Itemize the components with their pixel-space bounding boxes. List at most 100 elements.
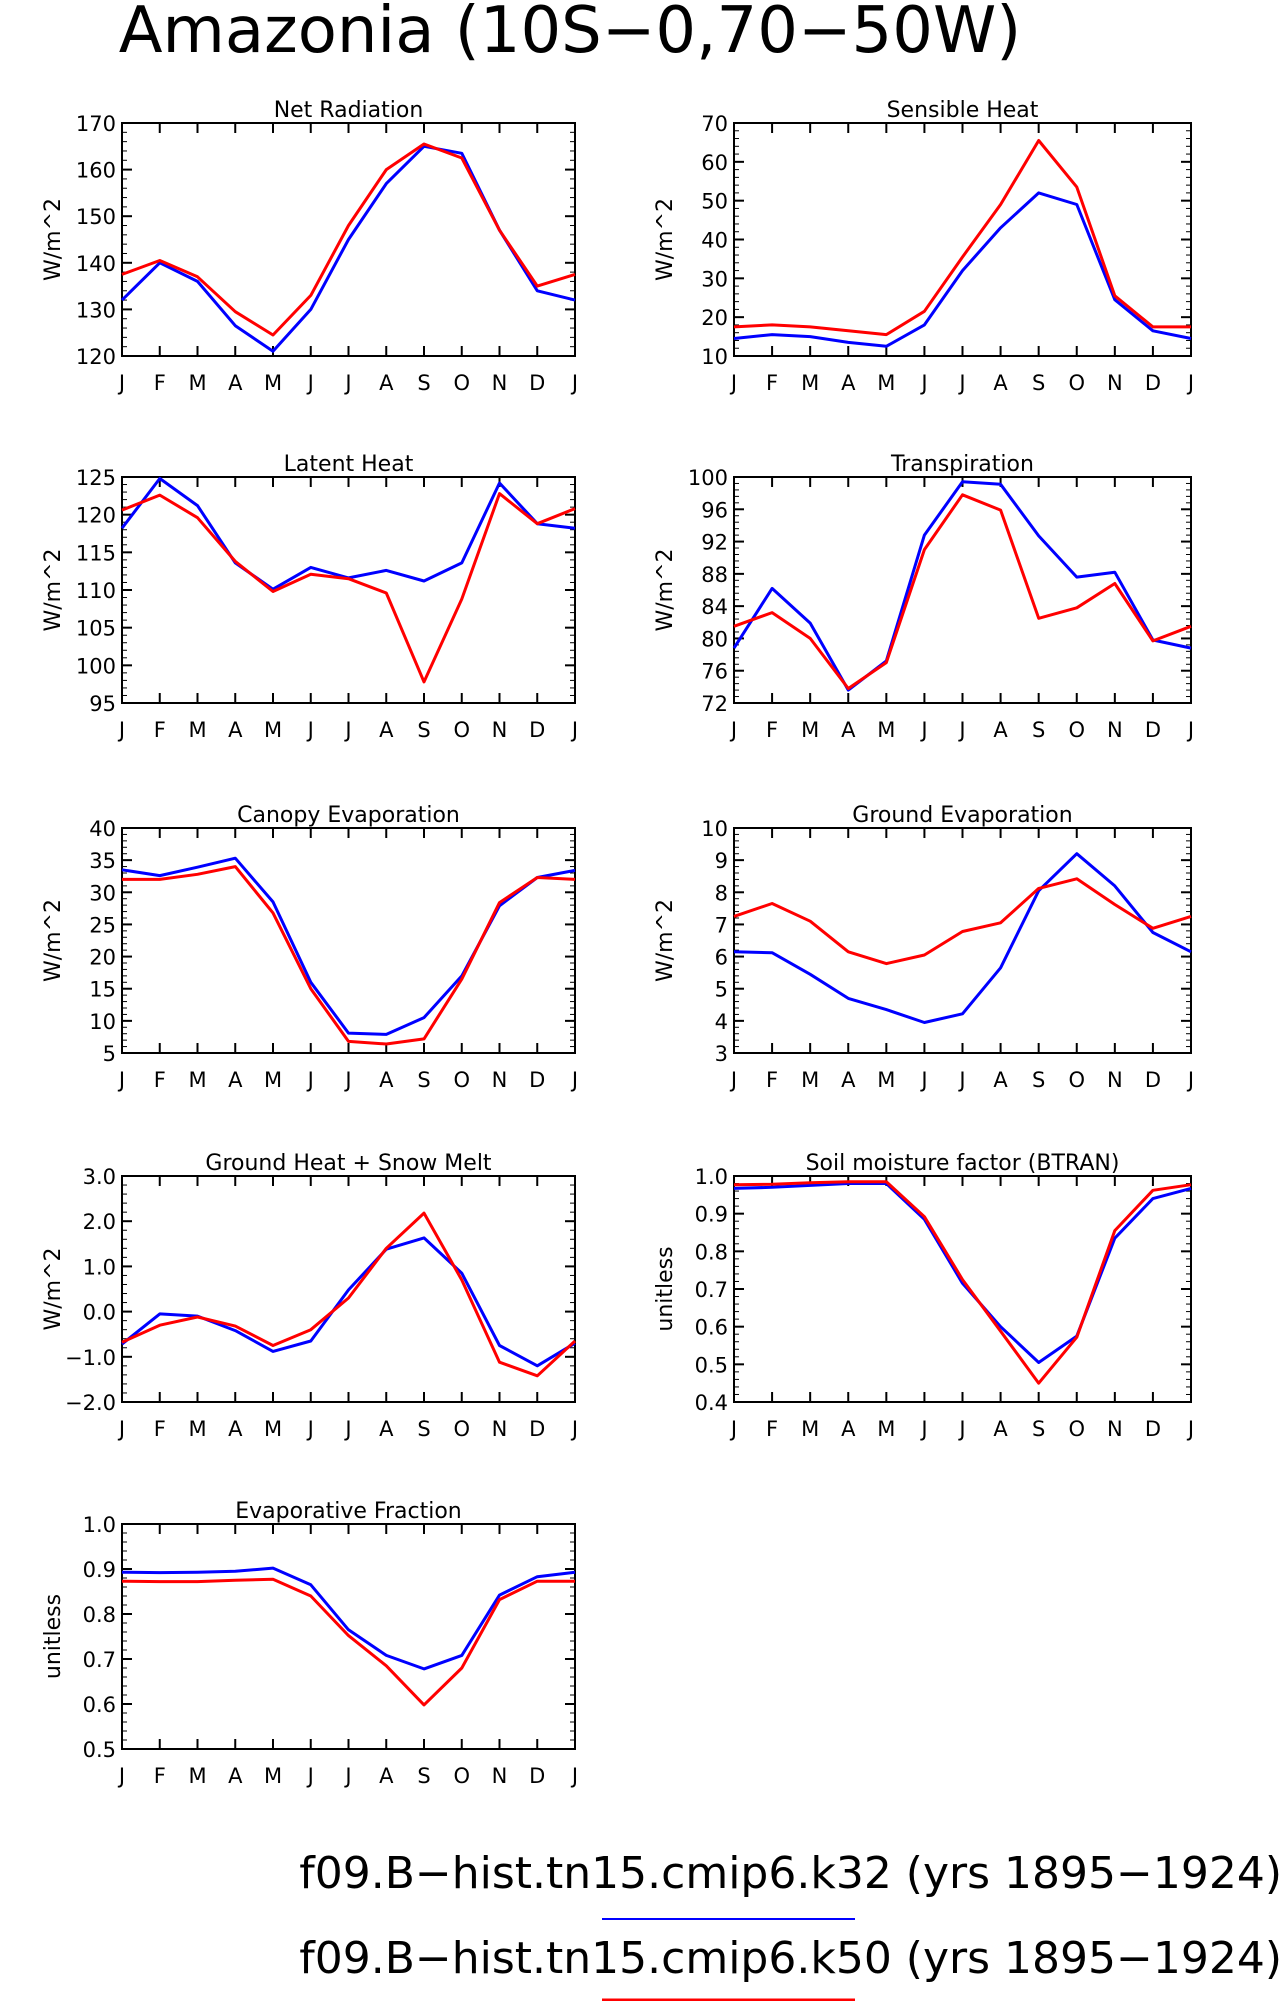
x-tick-label: J — [343, 1068, 351, 1092]
series-line-k50 — [121, 1211, 577, 1378]
x-tick-label: J — [729, 1417, 737, 1441]
y-tick-label: 0.7 — [695, 1278, 728, 1302]
y-tick-label: 110 — [76, 579, 116, 603]
x-tick-label: A — [841, 371, 856, 395]
x-tick-label: F — [766, 718, 778, 742]
x-tick-label: O — [1068, 718, 1085, 742]
x-tick-label: M — [264, 1764, 282, 1788]
y-tick-label: 3 — [715, 1042, 728, 1066]
panel-title: Sensible Heat — [887, 98, 1039, 123]
x-tick-label: N — [1107, 1068, 1123, 1092]
y-tick-label: 30 — [89, 881, 116, 905]
panel-title: Net Radiation — [274, 98, 424, 123]
x-tick-label: J — [117, 371, 125, 395]
panel-title: Canopy Evaporation — [237, 803, 460, 828]
x-tick-label: O — [453, 1417, 470, 1441]
x-tick-label: D — [529, 718, 545, 742]
panel-7: Soil moisture factor (BTRAN) 0.4 0.5 0.6 0.7… — [653, 1151, 1194, 1441]
x-tick-label: A — [993, 718, 1008, 742]
x-tick-label: A — [228, 371, 243, 395]
y-tick-label: 50 — [701, 190, 728, 214]
x-tick-label: A — [993, 1417, 1008, 1441]
panel-title: Soil moisture factor (BTRAN) — [806, 1151, 1120, 1176]
plot-frame — [121, 827, 576, 1054]
y-tick-label: 84 — [701, 595, 728, 619]
x-tick-label: J — [729, 1068, 737, 1092]
x-tick-label: J — [570, 371, 578, 395]
y-tick-label: −2.0 — [65, 1391, 116, 1415]
y-tick-label: 130 — [76, 298, 116, 322]
y-tick-label: 100 — [688, 466, 728, 490]
x-tick-label: M — [801, 371, 819, 395]
x-tick-label: N — [492, 718, 508, 742]
y-tick-label: 105 — [76, 617, 116, 641]
y-tick-label: 1.0 — [83, 1513, 116, 1537]
x-tick-label: A — [379, 1068, 394, 1092]
x-tick-label: A — [379, 371, 394, 395]
y-axis-label: W/m^2 — [41, 198, 66, 281]
y-tick-label: 4 — [715, 1010, 728, 1034]
x-tick-label: J — [1186, 718, 1194, 742]
x-tick-label: D — [1145, 1068, 1161, 1092]
x-tick-label: M — [264, 1068, 282, 1092]
y-tick-label: −1.0 — [65, 1346, 116, 1370]
x-tick-label: M — [264, 718, 282, 742]
x-tick-label: M — [264, 371, 282, 395]
panel-title: Latent Heat — [284, 452, 414, 477]
x-tick-label: J — [117, 1068, 125, 1092]
x-tick-label: M — [877, 371, 895, 395]
x-tick-label: J — [919, 718, 927, 742]
y-axis-label: W/m^2 — [653, 198, 678, 281]
series-line-k32 — [120, 144, 576, 353]
x-tick-label: D — [1145, 1417, 1161, 1441]
x-tick-label: J — [343, 1764, 351, 1788]
x-tick-label: A — [228, 718, 243, 742]
x-tick-label: J — [919, 1068, 927, 1092]
y-tick-label: 5 — [715, 978, 728, 1002]
x-tick-label: O — [453, 371, 470, 395]
y-tick-label: 0.9 — [83, 1558, 116, 1582]
plot-frame — [733, 476, 1192, 704]
x-tick-label: J — [729, 371, 737, 395]
x-tick-label: N — [1107, 718, 1123, 742]
x-tick-label: S — [417, 1417, 430, 1441]
series-line-k32 — [121, 856, 576, 1036]
x-tick-label: J — [919, 1417, 927, 1441]
x-tick-label: D — [1145, 718, 1161, 742]
y-tick-label: 1.0 — [83, 1255, 116, 1279]
x-tick-label: D — [1145, 371, 1161, 395]
x-tick-label: A — [379, 1417, 394, 1441]
y-tick-label: 70 — [701, 112, 728, 136]
x-tick-label: M — [801, 1068, 819, 1092]
plot-frame — [733, 1175, 1192, 1403]
series-line-k32 — [120, 477, 576, 591]
y-tick-label: 100 — [76, 654, 116, 678]
x-tick-label: O — [453, 1764, 470, 1788]
x-tick-label: J — [957, 718, 965, 742]
y-tick-label: 72 — [701, 692, 728, 716]
y-tick-label: 0.6 — [695, 1316, 728, 1340]
y-axis-label: W/m^2 — [653, 548, 678, 631]
x-tick-label: A — [841, 718, 856, 742]
plot-frame — [733, 827, 1192, 1054]
panel-title: Ground Heat + Snow Melt — [205, 1151, 492, 1176]
x-tick-label: M — [877, 718, 895, 742]
y-tick-label: 76 — [701, 660, 728, 684]
y-tick-label: 88 — [701, 563, 728, 587]
x-tick-label: N — [1107, 1417, 1123, 1441]
series-line-k50 — [733, 139, 1191, 337]
y-tick-label: 7 — [715, 913, 728, 937]
x-tick-label: J — [117, 1417, 125, 1441]
x-tick-label: M — [188, 1764, 206, 1788]
y-tick-label: 35 — [89, 849, 116, 873]
y-tick-label: 140 — [76, 252, 116, 276]
series-line-k50 — [122, 865, 576, 1046]
series-line-k32 — [732, 480, 1192, 692]
series-line-k32 — [733, 1182, 1192, 1364]
